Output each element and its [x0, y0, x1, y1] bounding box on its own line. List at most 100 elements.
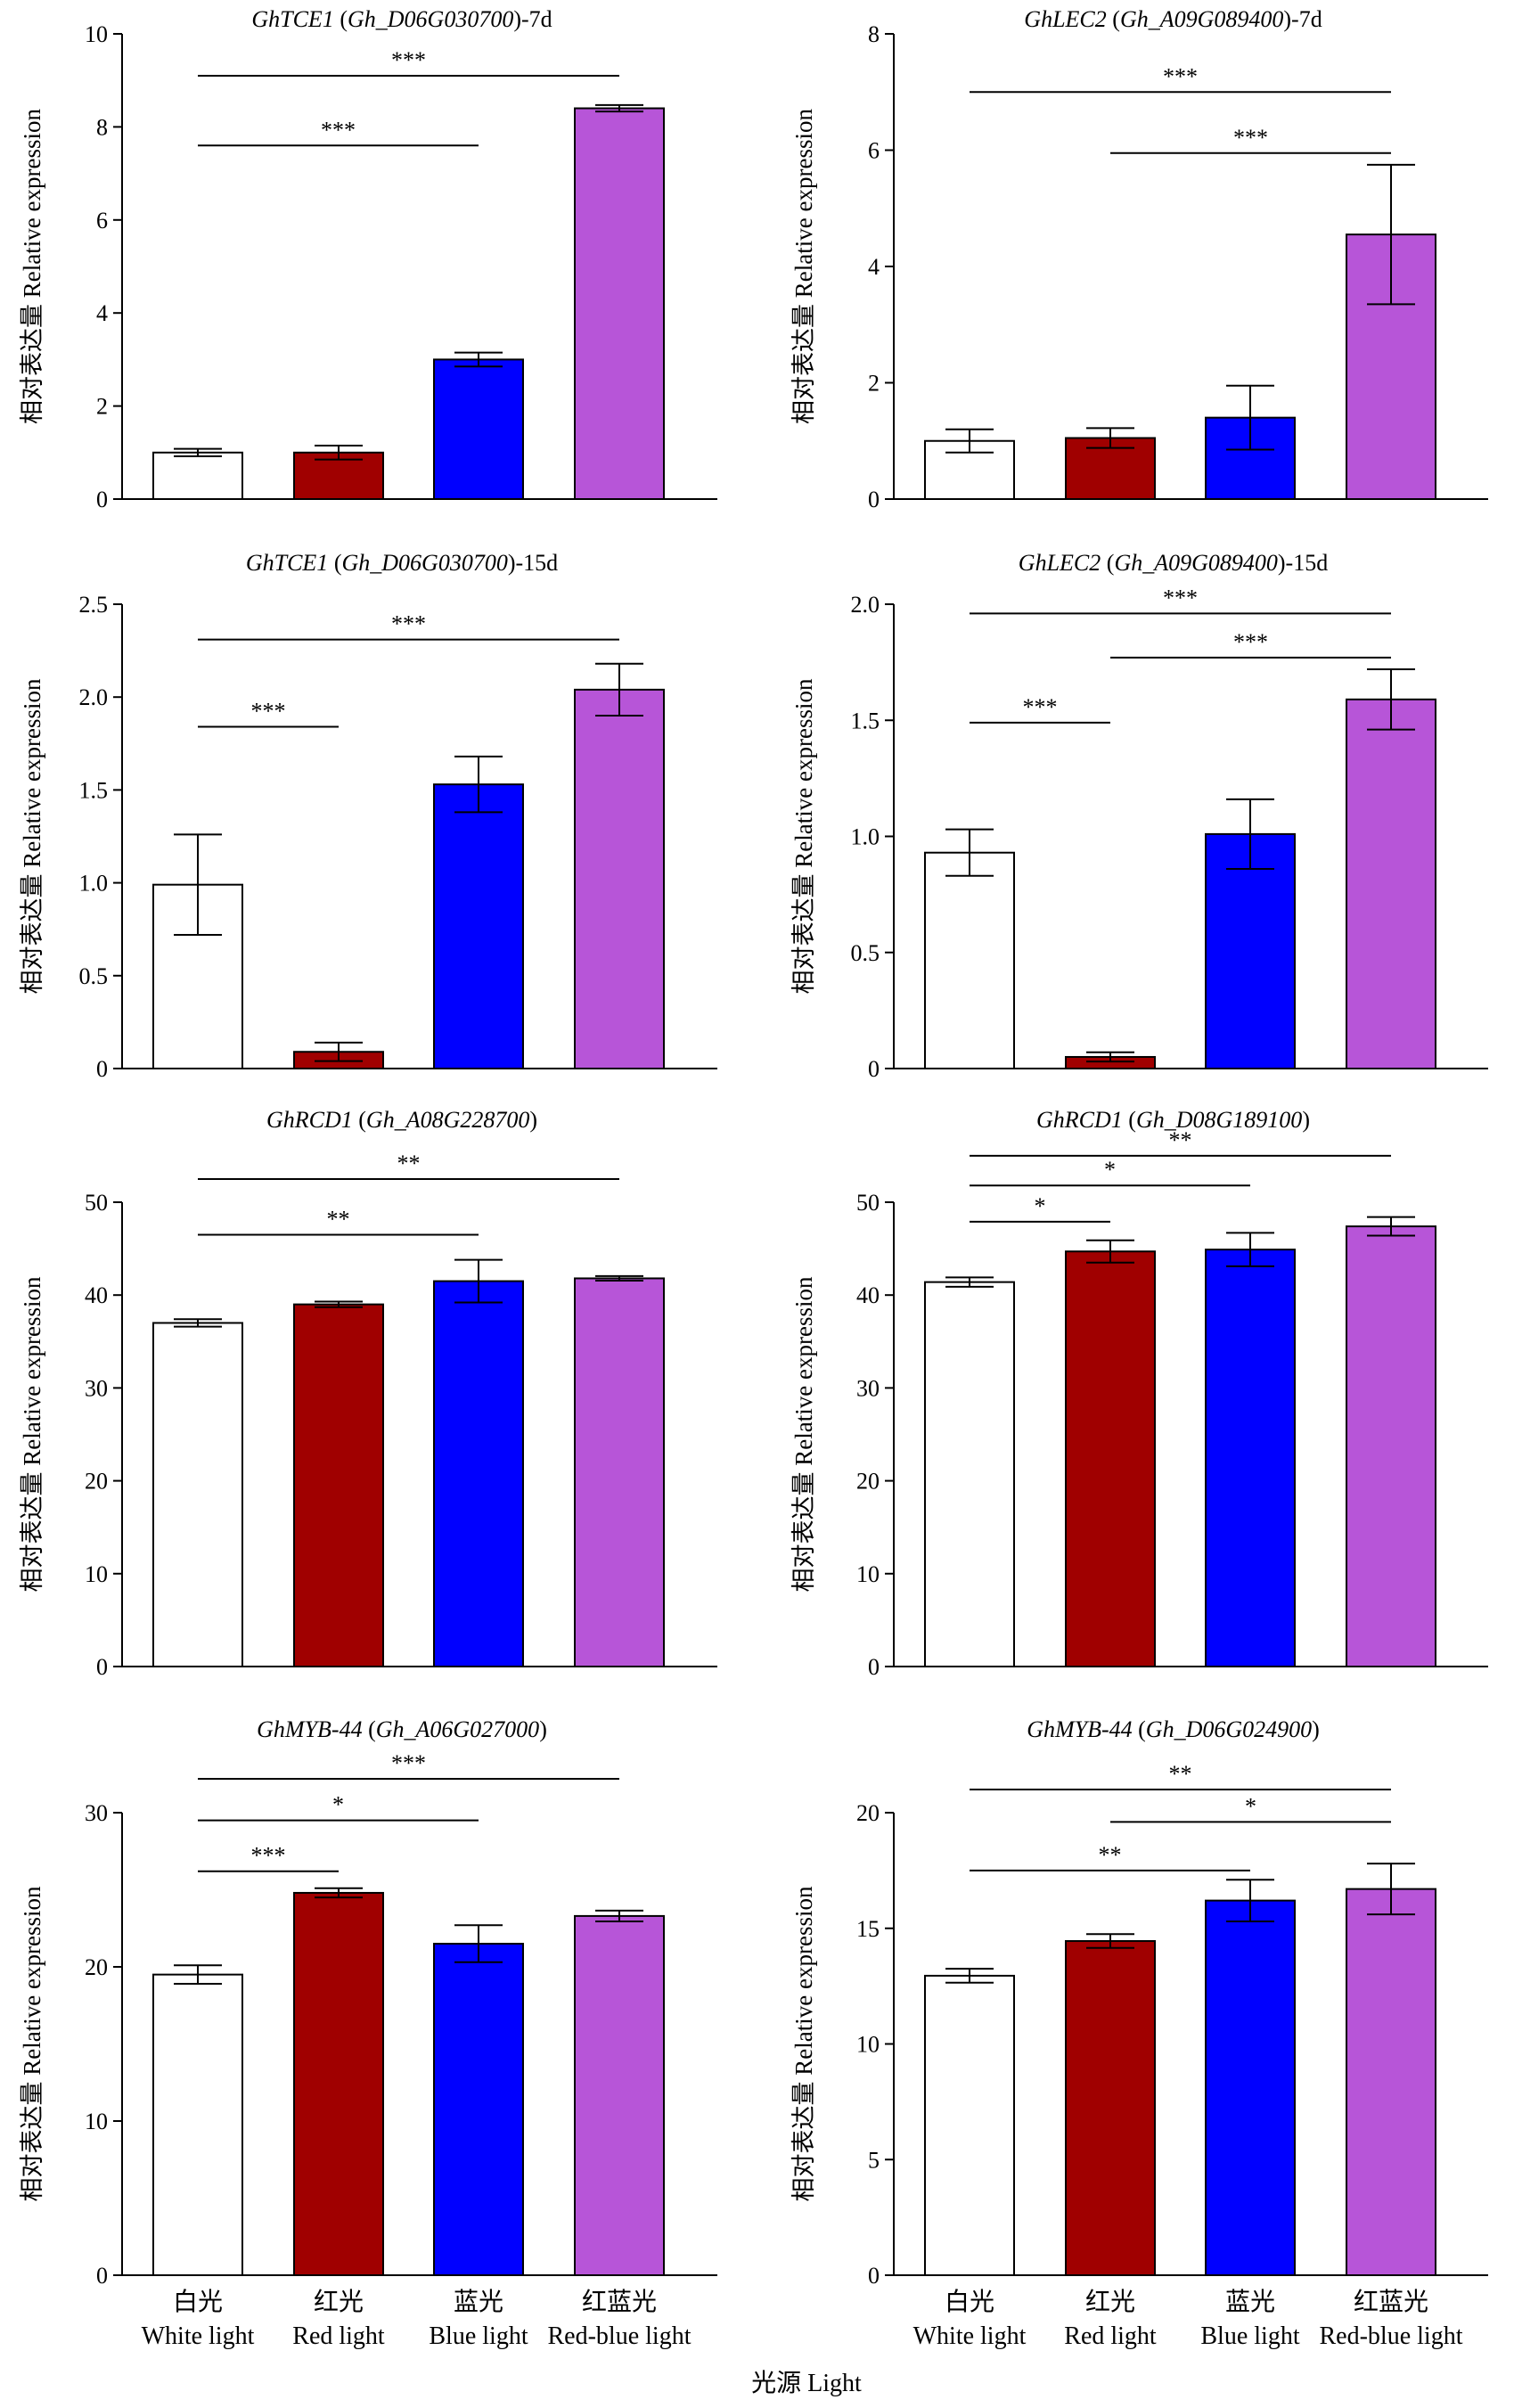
- bar-2: [293, 1303, 384, 1667]
- title-paren-open: (: [1107, 6, 1120, 32]
- chart-panel-3: GhTCE1 (Gh_D06G030700)-15d 相对表达量 Relative…: [19, 550, 717, 1082]
- significance-label: ***: [1163, 63, 1198, 89]
- significance-label: *: [1245, 1793, 1256, 1819]
- y-tick-label: 20: [85, 1469, 108, 1495]
- title-gene-id: Gh_A09G089400: [1114, 550, 1277, 576]
- y-tick-label: 0: [96, 1056, 108, 1082]
- y-tick-label: 0: [868, 487, 880, 512]
- y-tick-label: 8: [96, 114, 108, 140]
- y-tick-label: 1.5: [851, 708, 880, 733]
- bar-4: [1346, 1888, 1436, 2276]
- category-label-cn: 红蓝光: [582, 2288, 657, 2316]
- title-gene-id: Gh_D08G189100: [1136, 1107, 1302, 1133]
- title-paren-open: (: [334, 6, 348, 32]
- chart-panel-2: GhLEC2 (Gh_A09G089400)-7d 相对表达量 Relative …: [790, 6, 1488, 512]
- y-tick-label: 2.5: [79, 592, 109, 618]
- y-tick-label: 10: [85, 21, 108, 47]
- y-axis-label: 相对表达量 Relative expression: [790, 1276, 817, 1592]
- chart-title: GhLEC2 (Gh_A09G089400)-15d: [1019, 550, 1328, 576]
- title-gene: GhRCD1: [1036, 1107, 1123, 1133]
- y-tick-label: 20: [85, 1954, 108, 1980]
- y-tick-label: 30: [85, 1375, 108, 1401]
- category-label-cn: 白光: [173, 2288, 223, 2316]
- significance-label: ***: [1233, 629, 1268, 655]
- y-axis-label: 相对表达量 Relative expression: [19, 1886, 45, 2201]
- bar-3: [433, 358, 524, 500]
- bar-3: [433, 783, 524, 1069]
- chart-title: GhRCD1 (Gh_D08G189100): [1036, 1107, 1310, 1133]
- category-label-cn: 蓝光: [1225, 2288, 1275, 2316]
- chart-panel-5: GhRCD1 (Gh_A08G228700) 相对表达量 Relative exp…: [19, 1107, 717, 1680]
- bar-1: [152, 1322, 243, 1667]
- y-tick-label: 1.0: [79, 871, 109, 897]
- significance-label: ***: [391, 611, 426, 637]
- chart-panel-8: GhMYB-44 (Gh_D06G024900) 相对表达量 Relative e…: [790, 1716, 1488, 2350]
- y-tick-label: 1.0: [851, 824, 880, 850]
- significance-label: **: [1169, 1761, 1192, 1787]
- chart-title: GhMYB-44 (Gh_D06G024900): [1027, 1716, 1320, 1742]
- category-label-cn: 红光: [1085, 2288, 1135, 2316]
- significance-label: ***: [391, 47, 426, 73]
- y-axis-label: 相对表达量 Relative expression: [19, 1276, 45, 1592]
- title-paren-open: (: [353, 1107, 366, 1133]
- title-paren-open: (: [1101, 550, 1114, 576]
- title-suffix: ): [1302, 1107, 1310, 1133]
- title-suffix: ): [539, 1716, 547, 1742]
- y-tick-label: 4: [868, 254, 880, 280]
- bar-1: [924, 1974, 1015, 2276]
- bar-3: [1205, 832, 1296, 1070]
- title-gene-id: Gh_A06G027000: [376, 1716, 539, 1742]
- chart-panel-7: GhMYB-44 (Gh_A06G027000) 相对表达量 Relative e…: [19, 1716, 717, 2350]
- title-gene: GhTCE1: [246, 550, 328, 576]
- title-gene: GhLEC2: [1019, 550, 1101, 576]
- y-axis-label: 相对表达量 Relative expression: [790, 109, 817, 424]
- y-tick-label: 40: [856, 1282, 880, 1308]
- y-tick-label: 15: [856, 1916, 880, 1942]
- y-tick-label: 10: [856, 2032, 880, 2058]
- bar-3: [433, 1943, 524, 2277]
- y-tick-label: 0.5: [851, 940, 880, 966]
- chart-title: GhTCE1 (Gh_D06G030700)-15d: [246, 550, 558, 576]
- title-paren-open: (: [1133, 1716, 1146, 1742]
- category-label-cn: 红光: [314, 2288, 364, 2316]
- title-gene-id: Gh_A09G089400: [1120, 6, 1283, 32]
- title-suffix: ): [1312, 1716, 1320, 1742]
- y-tick-label: 0: [96, 2263, 108, 2289]
- y-axis-label: 相对表达量 Relative expression: [19, 678, 45, 994]
- y-tick-label: 0: [96, 1654, 108, 1680]
- significance-label: ***: [1233, 125, 1268, 151]
- y-tick-label: 20: [856, 1469, 880, 1495]
- title-paren-open: (: [1123, 1107, 1136, 1133]
- category-label-en: Red-blue light: [548, 2322, 692, 2350]
- title-gene-id: Gh_D06G024900: [1146, 1716, 1312, 1742]
- title-suffix: )-15d: [508, 550, 558, 576]
- significance-label: ***: [321, 117, 356, 143]
- significance-label: *: [1104, 1157, 1116, 1183]
- title-gene-id: Gh_D06G030700: [348, 6, 513, 32]
- y-tick-label: 10: [85, 2109, 108, 2134]
- y-tick-label: 0: [868, 1056, 880, 1082]
- bar-2: [1065, 1250, 1156, 1667]
- y-tick-label: 20: [856, 1800, 880, 1826]
- title-paren-open: (: [328, 550, 341, 576]
- bar-4: [574, 1914, 665, 2276]
- category-label-en: Blue light: [1200, 2322, 1299, 2350]
- bar-4: [574, 688, 665, 1069]
- title-gene-id: Gh_A08G228700: [366, 1107, 529, 1133]
- y-tick-label: 50: [856, 1190, 880, 1216]
- significance-label: ***: [251, 1843, 286, 1869]
- y-tick-label: 4: [96, 300, 108, 326]
- chart-panel-6: GhRCD1 (Gh_D08G189100) 相对表达量 Relative exp…: [790, 1107, 1488, 1680]
- title-suffix: )-7d: [513, 6, 552, 32]
- category-label-en: Red light: [1064, 2322, 1157, 2350]
- y-tick-label: 2.0: [851, 592, 880, 618]
- bar-3: [1205, 1899, 1296, 2277]
- bar-3: [433, 1280, 524, 1667]
- bar-1: [924, 851, 1015, 1069]
- title-gene: GhTCE1: [251, 6, 333, 32]
- bar-4: [1346, 1225, 1436, 1668]
- chart-title: GhLEC2 (Gh_A09G089400)-7d: [1024, 6, 1322, 32]
- significance-label: *: [1035, 1193, 1046, 1219]
- significance-label: ***: [251, 699, 286, 725]
